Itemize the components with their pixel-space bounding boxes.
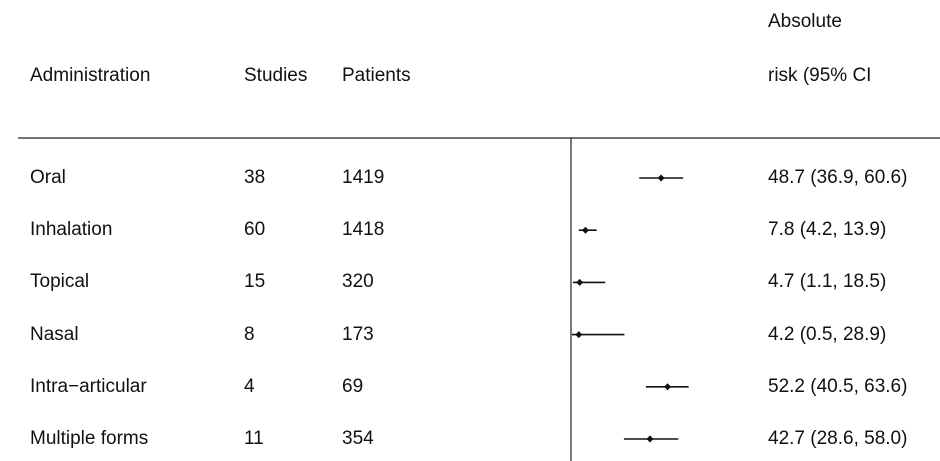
row-label: Intra−articular bbox=[30, 375, 147, 397]
row-studies: 60 bbox=[244, 219, 266, 241]
point-estimate bbox=[575, 331, 583, 339]
row-ci-text: 4.2 (0.5, 28.9) bbox=[768, 323, 887, 345]
row-patients: 354 bbox=[342, 428, 374, 449]
row-patients: 173 bbox=[342, 323, 374, 345]
row-patients: 320 bbox=[342, 271, 374, 293]
row-label: Multiple forms bbox=[30, 428, 149, 449]
point-estimate bbox=[581, 226, 589, 234]
row-studies: 8 bbox=[244, 323, 255, 345]
header-absolute: Absolute bbox=[768, 11, 842, 32]
point-estimate bbox=[646, 435, 654, 443]
header-patients: Patients bbox=[342, 65, 411, 86]
point-estimate bbox=[576, 278, 584, 286]
row-label: Inhalation bbox=[30, 219, 113, 241]
row-ci-text: 42.7 (28.6, 58.0) bbox=[768, 428, 908, 449]
row-label: Nasal bbox=[30, 323, 79, 345]
row-ci-text: 7.8 (4.2, 13.9) bbox=[768, 219, 887, 241]
row-ci-text: 48.7 (36.9, 60.6) bbox=[768, 167, 908, 188]
header-administration: Administration bbox=[30, 65, 151, 86]
row-label: Topical bbox=[30, 271, 90, 293]
row-patients: 1419 bbox=[342, 167, 385, 188]
point-estimate bbox=[657, 174, 665, 182]
header-risk-ci: risk (95% CI bbox=[768, 65, 872, 86]
row-ci-text: 4.7 (1.1, 18.5) bbox=[768, 271, 887, 293]
point-estimate bbox=[664, 383, 672, 391]
row-studies: 4 bbox=[244, 375, 255, 397]
row-studies: 38 bbox=[244, 167, 266, 188]
row-patients: 69 bbox=[342, 375, 364, 397]
row-studies: 15 bbox=[244, 271, 266, 293]
row-patients: 1418 bbox=[342, 219, 385, 241]
row-studies: 11 bbox=[244, 428, 264, 449]
header-studies: Studies bbox=[244, 65, 308, 86]
ci-marks bbox=[571, 174, 689, 443]
row-label: Oral bbox=[30, 167, 66, 188]
row-ci-text: 52.2 (40.5, 63.6) bbox=[768, 375, 908, 397]
